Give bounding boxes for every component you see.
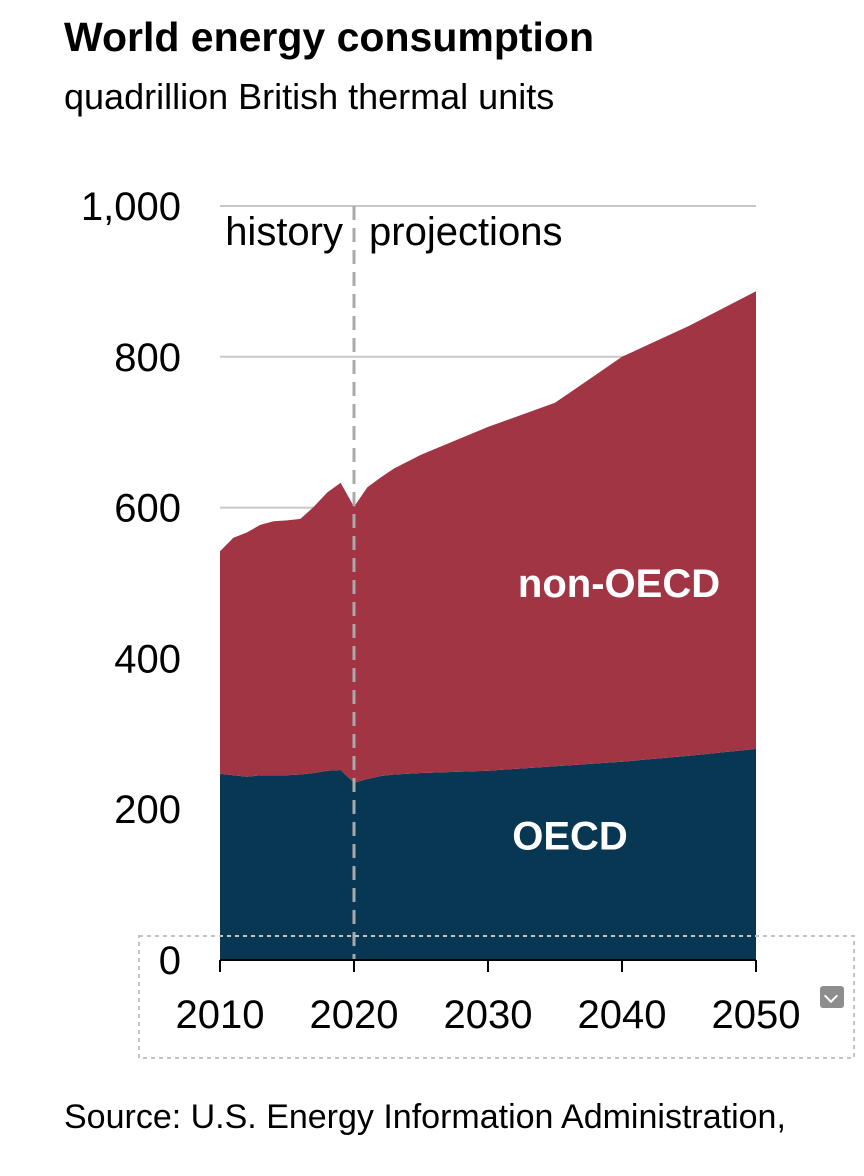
axis-selection-box[interactable] [138,935,855,1059]
chart-subtitle: quadrillion British thermal units [64,76,555,117]
x-tick-label: 2040 [578,993,667,1037]
history-label: history [225,210,343,254]
series-label: non-OECD [518,562,720,606]
y-tick-label: 800 [114,336,181,380]
x-tick-label: 2020 [310,993,399,1037]
y-tick-label: 600 [114,487,181,531]
x-tick-label: 2050 [712,993,801,1037]
y-tick-label: 400 [114,637,181,681]
chevron-down-icon[interactable] [820,986,844,1008]
y-tick-label: 1,000 [81,185,181,229]
y-tick-label: 200 [114,788,181,832]
data-areas: OECD non-OECD [220,291,756,960]
area-oecd [220,748,756,960]
x-tick-label: 2030 [444,993,533,1037]
y-tick-label: 0 [159,939,181,983]
series-label: OECD [512,815,628,859]
axes: 0 200 400 600 800 1,000 2010 2020 2030 2040 2050 [81,185,801,1037]
chart-title: World energy consumption [64,14,594,60]
x-tick-label: 2010 [176,993,265,1037]
projections-label: projections [369,210,562,254]
history-projection-divider: history projections [225,206,562,960]
source-note: Source: U.S. Energy Information Administ… [64,1098,786,1136]
area-non-oecd [220,291,756,783]
